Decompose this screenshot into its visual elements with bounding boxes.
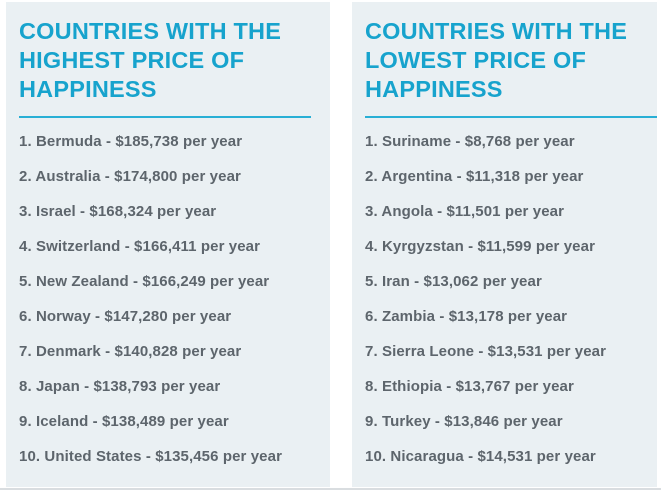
list-item: 9. Iceland - $138,489 per year (19, 413, 229, 430)
list-item: 6. Norway - $147,280 per year (19, 308, 232, 325)
list-item: 2. Argentina - $11,318 per year (365, 168, 584, 185)
title-underline (365, 116, 657, 118)
list-item: 5. Iran - $13,062 per year (365, 273, 542, 290)
list-item: 8. Ethiopia - $13,767 per year (365, 378, 574, 395)
bottom-divider (0, 488, 661, 490)
list-item: 3. Israel - $168,324 per year (19, 203, 217, 220)
lowest-price-panel: COUNTRIES WITH THE LOWEST PRICE OF HAPPI… (352, 2, 657, 487)
list-item: 1. Suriname - $8,768 per year (365, 133, 575, 150)
list-item: 4. Kyrgyzstan - $11,599 per year (365, 238, 596, 255)
list-item: 10. Nicaragua - $14,531 per year (365, 448, 596, 465)
highest-price-title: COUNTRIES WITH THE HIGHEST PRICE OF HAPP… (19, 18, 282, 102)
list-item: 6. Zambia - $13,178 per year (365, 308, 568, 325)
list-item: 7. Denmark - $140,828 per year (19, 343, 242, 360)
list-item: 8. Japan - $138,793 per year (19, 378, 221, 395)
lowest-price-list: 1. Suriname - $8,768 per year 2. Argenti… (365, 132, 644, 466)
highest-price-list: 1. Bermuda - $185,738 per year 2. Austra… (19, 132, 317, 466)
list-item: 9. Turkey - $13,846 per year (365, 413, 563, 430)
list-item: 5. New Zealand - $166,249 per year (19, 273, 270, 290)
list-item: 7. Sierra Leone - $13,531 per year (365, 343, 607, 360)
title-underline (19, 116, 311, 118)
list-item: 10. United States - $135,456 per year (19, 448, 283, 465)
list-item: 1. Bermuda - $185,738 per year (19, 133, 243, 150)
lowest-price-title: COUNTRIES WITH THE LOWEST PRICE OF HAPPI… (365, 18, 628, 102)
list-item: 4. Switzerland - $166,411 per year (19, 238, 261, 255)
highest-price-panel: COUNTRIES WITH THE HIGHEST PRICE OF HAPP… (6, 2, 330, 487)
list-item: 3. Angola - $11,501 per year (365, 203, 565, 220)
list-item: 2. Australia - $174,800 per year (19, 168, 241, 185)
